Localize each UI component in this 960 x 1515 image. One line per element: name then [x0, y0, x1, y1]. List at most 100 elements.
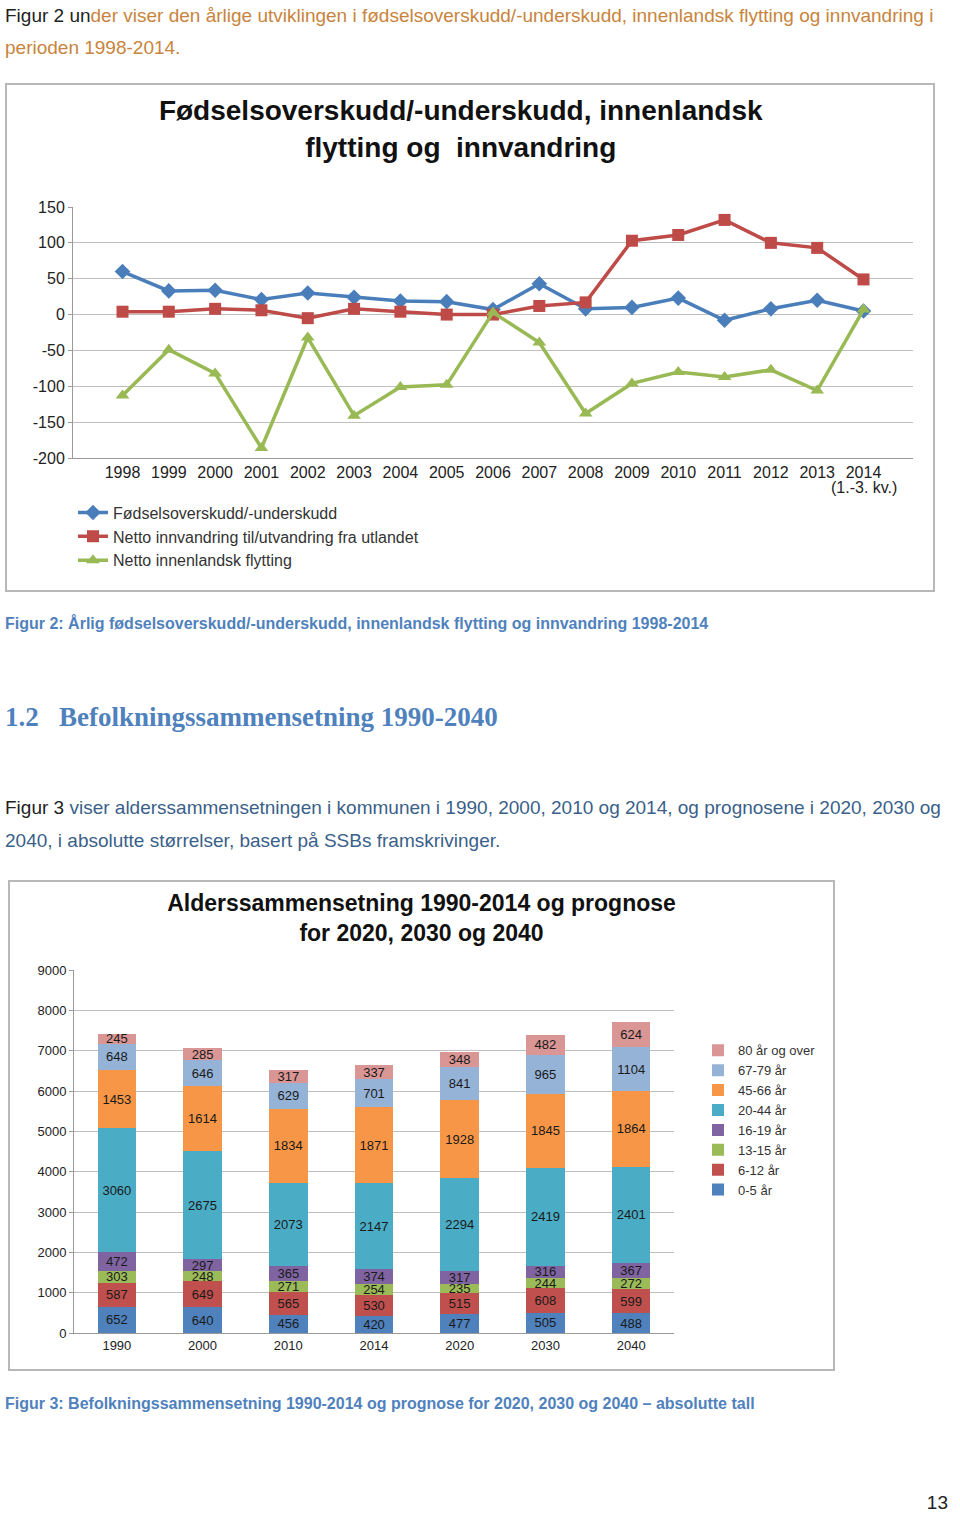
svg-text:348: 348 [449, 1052, 471, 1067]
svg-text:482: 482 [535, 1037, 557, 1052]
svg-text:599: 599 [620, 1294, 642, 1309]
svg-text:272: 272 [620, 1276, 642, 1291]
svg-text:Netto innenlandsk flytting: Netto innenlandsk flytting [113, 552, 292, 569]
svg-text:365: 365 [277, 1266, 299, 1281]
svg-text:841: 841 [449, 1076, 471, 1091]
svg-text:2040: 2040 [617, 1338, 646, 1353]
svg-text:2003: 2003 [336, 464, 372, 481]
svg-text:629: 629 [277, 1088, 299, 1103]
svg-text:16-19 år: 16-19 år [738, 1123, 787, 1138]
svg-text:2294: 2294 [445, 1217, 474, 1232]
svg-text:317: 317 [449, 1270, 471, 1285]
svg-text:608: 608 [535, 1293, 557, 1308]
svg-text:2014: 2014 [360, 1338, 389, 1353]
svg-text:2004: 2004 [383, 464, 419, 481]
svg-text:80 år og over: 80 år og over [738, 1043, 815, 1058]
svg-text:2014: 2014 [846, 464, 882, 481]
svg-text:646: 646 [192, 1066, 214, 1081]
svg-text:1845: 1845 [531, 1123, 560, 1138]
svg-text:701: 701 [363, 1086, 385, 1101]
svg-text:488: 488 [620, 1316, 642, 1331]
svg-text:4000: 4000 [37, 1164, 66, 1179]
svg-text:Fødselsoverskudd/-underskudd: Fødselsoverskudd/-underskudd [113, 505, 337, 522]
svg-text:456: 456 [277, 1316, 299, 1331]
svg-text:2013: 2013 [799, 464, 835, 481]
svg-text:367: 367 [620, 1263, 642, 1278]
svg-text:100: 100 [38, 234, 65, 251]
svg-text:2020: 2020 [445, 1338, 474, 1353]
svg-text:-50: -50 [42, 342, 65, 359]
svg-text:317: 317 [277, 1069, 299, 1084]
svg-text:530: 530 [363, 1298, 385, 1313]
svg-text:8000: 8000 [37, 1003, 66, 1018]
svg-text:150: 150 [38, 199, 65, 216]
svg-text:9000: 9000 [37, 963, 66, 978]
svg-text:2000: 2000 [197, 464, 233, 481]
svg-text:1998: 1998 [105, 464, 141, 481]
svg-text:374: 374 [363, 1269, 385, 1284]
svg-text:652: 652 [106, 1312, 128, 1327]
svg-text:2000: 2000 [188, 1338, 217, 1353]
svg-text:1614: 1614 [188, 1111, 217, 1126]
svg-text:2010: 2010 [274, 1338, 303, 1353]
svg-text:-100: -100 [33, 378, 65, 395]
svg-text:3060: 3060 [102, 1183, 131, 1198]
svg-text:3000: 3000 [37, 1205, 66, 1220]
svg-text:5000: 5000 [37, 1124, 66, 1139]
svg-text:2007: 2007 [522, 464, 558, 481]
svg-text:0-5 år: 0-5 år [738, 1183, 773, 1198]
svg-text:(1.-3. kv.): (1.-3. kv.) [831, 479, 897, 496]
svg-text:1104: 1104 [617, 1062, 645, 1077]
svg-text:477: 477 [449, 1316, 471, 1331]
svg-text:2005: 2005 [429, 464, 465, 481]
svg-text:0: 0 [56, 306, 65, 323]
svg-text:316: 316 [535, 1264, 557, 1279]
svg-text:6-12 år: 6-12 år [738, 1163, 780, 1178]
svg-text:505: 505 [535, 1315, 557, 1330]
svg-text:2011: 2011 [707, 464, 742, 481]
svg-text:Fødselsoverskudd/-underskudd,: Fødselsoverskudd/-underskudd, innenlands… [159, 95, 763, 162]
svg-text:45-66 år: 45-66 år [738, 1083, 787, 1098]
svg-text:587: 587 [106, 1287, 128, 1302]
svg-text:50: 50 [47, 270, 65, 287]
svg-text:285: 285 [192, 1047, 214, 1062]
svg-text:1864: 1864 [617, 1121, 646, 1136]
svg-text:1453: 1453 [102, 1092, 131, 1107]
svg-text:2012: 2012 [753, 464, 789, 481]
svg-text:1871: 1871 [360, 1138, 389, 1153]
svg-text:2073: 2073 [274, 1217, 303, 1232]
svg-text:-150: -150 [33, 414, 65, 431]
svg-text:2675: 2675 [188, 1198, 217, 1213]
svg-text:2008: 2008 [568, 464, 604, 481]
svg-text:2009: 2009 [614, 464, 650, 481]
svg-text:648: 648 [106, 1049, 128, 1064]
svg-text:1999: 1999 [151, 464, 187, 481]
svg-text:649: 649 [192, 1287, 214, 1302]
svg-text:337: 337 [363, 1065, 385, 1080]
svg-text:0: 0 [59, 1326, 66, 1341]
svg-text:303: 303 [106, 1269, 128, 1284]
svg-text:515: 515 [449, 1296, 471, 1311]
svg-text:640: 640 [192, 1313, 214, 1328]
svg-text:1990: 1990 [102, 1338, 131, 1353]
svg-text:472: 472 [106, 1254, 128, 1269]
svg-text:7000: 7000 [37, 1043, 66, 1058]
svg-text:2010: 2010 [660, 464, 696, 481]
svg-text:565: 565 [277, 1296, 299, 1311]
svg-text:13-15 år: 13-15 år [738, 1143, 787, 1158]
svg-text:1928: 1928 [445, 1132, 474, 1147]
svg-text:2030: 2030 [531, 1338, 560, 1353]
svg-text:2001: 2001 [244, 464, 280, 481]
svg-text:20-44 år: 20-44 år [738, 1103, 787, 1118]
svg-text:2000: 2000 [37, 1245, 66, 1260]
svg-text:-200: -200 [33, 450, 65, 467]
svg-text:965: 965 [535, 1067, 557, 1082]
svg-text:297: 297 [192, 1258, 214, 1273]
svg-text:Alderssammensetning 1990-2014: Alderssammensetning 1990-2014 og prognos… [167, 890, 676, 946]
svg-text:1000: 1000 [37, 1285, 66, 1300]
svg-text:67-79 år: 67-79 år [738, 1063, 787, 1078]
svg-text:2002: 2002 [290, 464, 326, 481]
svg-text:248: 248 [192, 1269, 214, 1284]
svg-text:244: 244 [535, 1276, 557, 1291]
svg-text:6000: 6000 [37, 1084, 66, 1099]
